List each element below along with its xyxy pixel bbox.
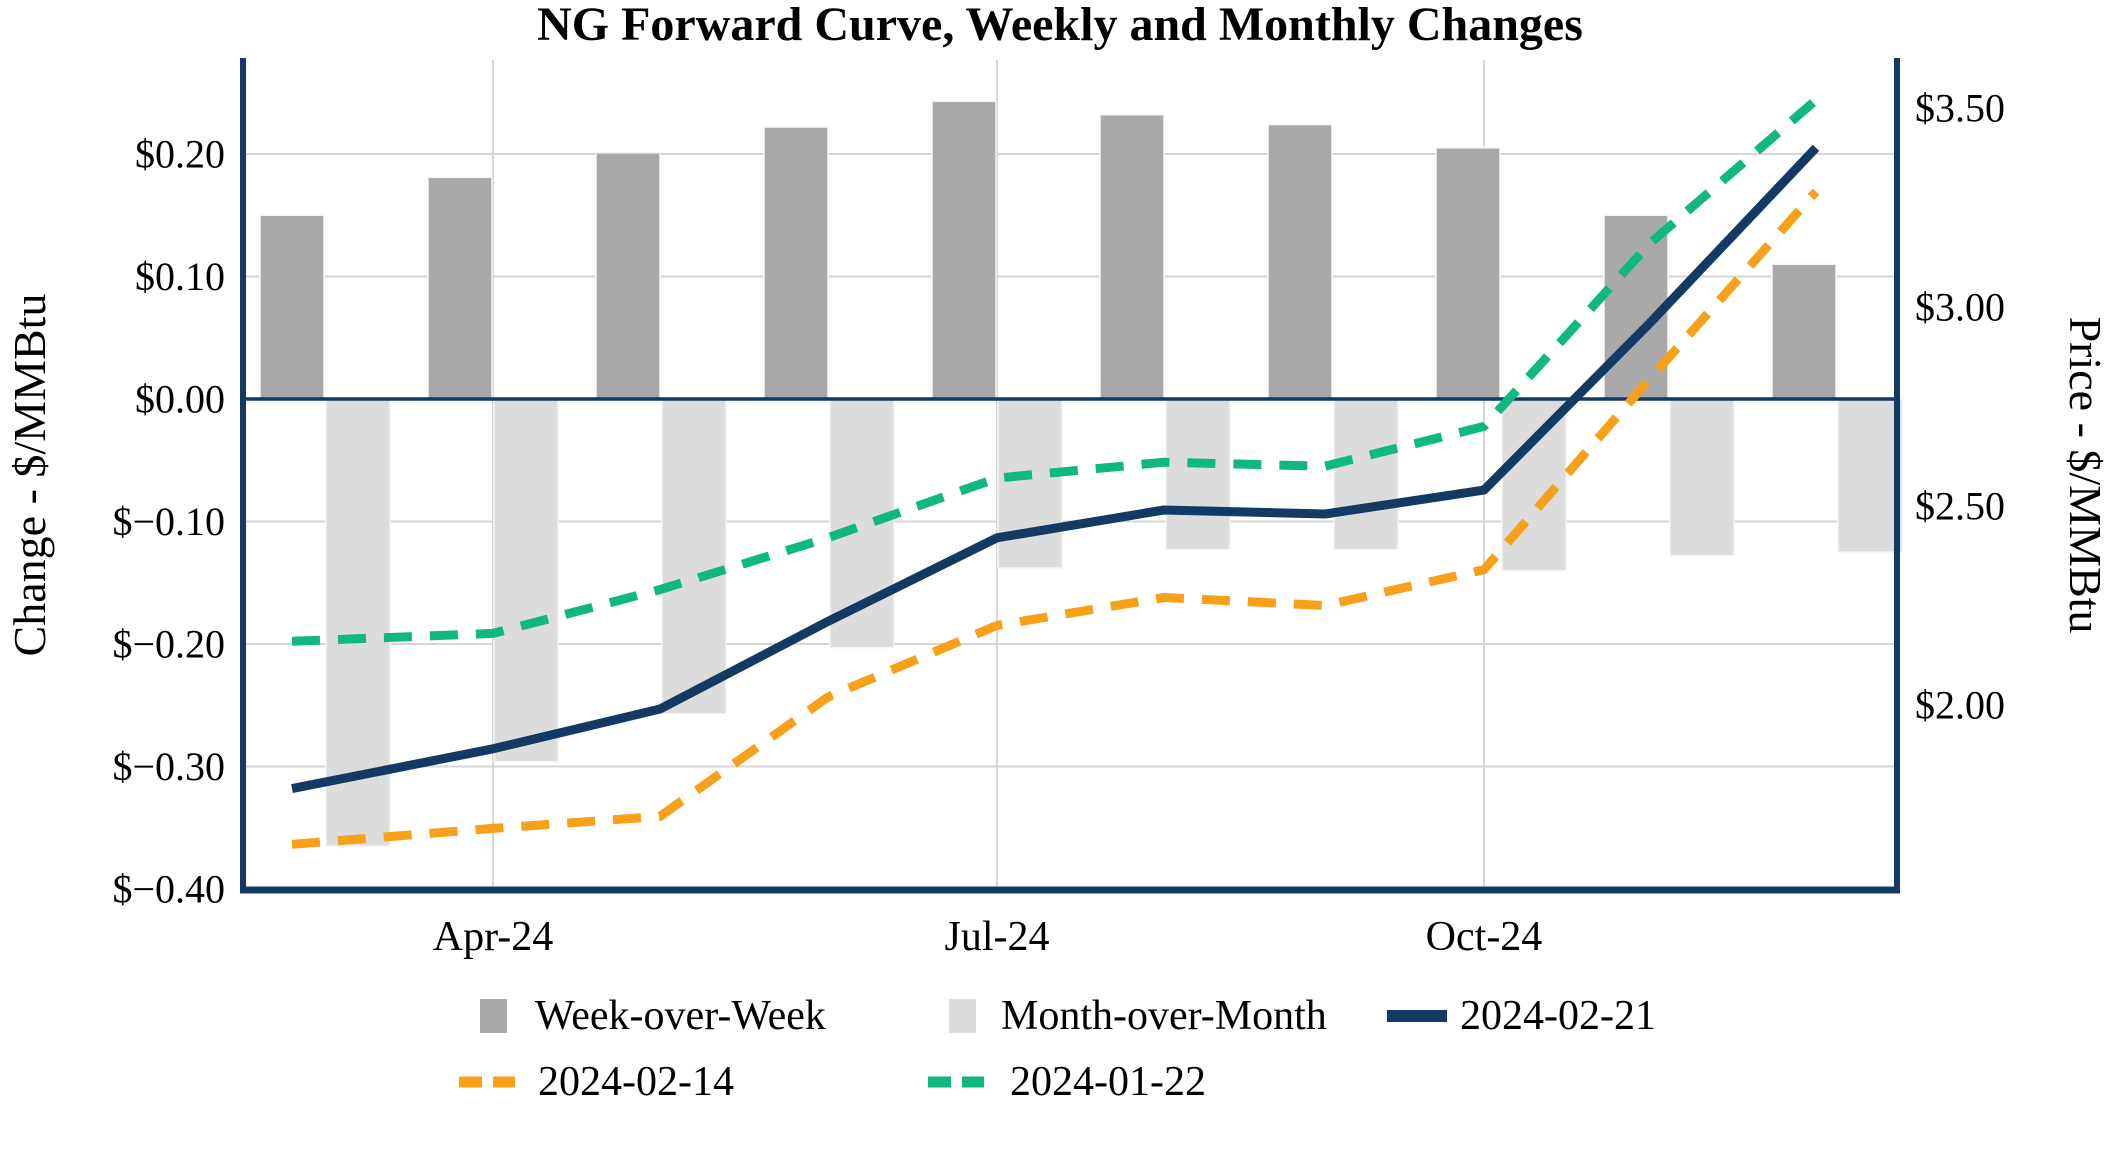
bar-month-over-month-May-24 bbox=[661, 398, 727, 715]
series-line-2024-01-22 bbox=[291, 96, 1819, 646]
bar-week-over-week-Jun-24 bbox=[763, 126, 829, 400]
legend-label-2024-02-21: 2024-02-21 bbox=[1460, 993, 1656, 1039]
y-right-tick-label-3: $3.00 bbox=[1915, 285, 2005, 330]
bar-week-over-week-Dec-24 bbox=[1771, 263, 1837, 400]
legend-label-Month-over-Month: Month-over-Month bbox=[1001, 993, 1327, 1039]
bar-month-over-month-Nov-24 bbox=[1669, 398, 1735, 557]
bar-week-over-week-Apr-24 bbox=[427, 176, 493, 400]
x-tick-label-Oct-24: Oct-24 bbox=[1426, 914, 1543, 960]
legend-swatch-week-over-week bbox=[480, 999, 507, 1033]
chart-title: NG Forward Curve, Weekly and Monthly Cha… bbox=[537, 0, 1583, 51]
bar-week-over-week-Oct-24 bbox=[1435, 147, 1501, 400]
bar-series-group bbox=[259, 100, 1903, 847]
y-left-tick-label-0.1: $0.10 bbox=[135, 254, 225, 299]
x-tick-label-Apr-24: Apr-24 bbox=[433, 914, 553, 960]
y-left-tick-label-0.2: $0.20 bbox=[135, 132, 225, 177]
bar-week-over-week-May-24 bbox=[595, 152, 661, 400]
y-left-tick-label--0.2: $−0.20 bbox=[112, 622, 225, 667]
y-left-tick-label--0.1: $−0.10 bbox=[112, 499, 225, 544]
legend-swatch-month-over-month bbox=[949, 999, 976, 1033]
bar-month-over-month-Aug-24 bbox=[1165, 398, 1231, 551]
legend-label-Week-over-Week: Week-over-Week bbox=[535, 993, 826, 1039]
y-left-axis-title: Change - $/MMBtu bbox=[4, 294, 55, 657]
y-left-tick-label--0.3: $−0.30 bbox=[112, 744, 225, 789]
bar-month-over-month-Jun-24 bbox=[829, 398, 895, 649]
legend-label-2024-02-14: 2024-02-14 bbox=[538, 1059, 734, 1105]
bar-month-over-month-Sep-24 bbox=[1333, 398, 1399, 551]
bar-series-week-over-week bbox=[259, 100, 1837, 400]
bar-month-over-month-Jul-24 bbox=[997, 398, 1063, 569]
bar-week-over-week-Mar-24 bbox=[259, 214, 325, 400]
y-left-tick-label-0: $0.00 bbox=[135, 377, 225, 422]
y-right-tick-label-2.5: $2.50 bbox=[1915, 484, 2005, 529]
bar-month-over-month-Dec-24 bbox=[1837, 398, 1903, 553]
bar-week-over-week-Aug-24 bbox=[1099, 114, 1165, 400]
series-line-2024-02-21 bbox=[291, 144, 1820, 794]
y-right-tick-label-2: $2.00 bbox=[1915, 683, 2005, 728]
legend bbox=[459, 999, 1447, 1088]
y-right-tick-label-3.5: $3.50 bbox=[1915, 86, 2005, 131]
bar-week-over-week-Jul-24 bbox=[931, 100, 997, 400]
legend-label-2024-01-22: 2024-01-22 bbox=[1010, 1059, 1206, 1105]
bar-month-over-month-Apr-24 bbox=[493, 398, 559, 763]
bar-week-over-week-Sep-24 bbox=[1267, 123, 1333, 400]
series-line-2024-02-14 bbox=[291, 188, 1820, 849]
bar-week-over-week-Nov-24 bbox=[1603, 214, 1669, 400]
bar-series-month-over-month bbox=[325, 398, 1903, 847]
y-right-axis-title: Price - $/MMBtu bbox=[2060, 317, 2111, 634]
x-tick-label-Jul-24: Jul-24 bbox=[945, 914, 1050, 960]
y-left-tick-label--0.4: $−0.40 bbox=[112, 867, 225, 912]
